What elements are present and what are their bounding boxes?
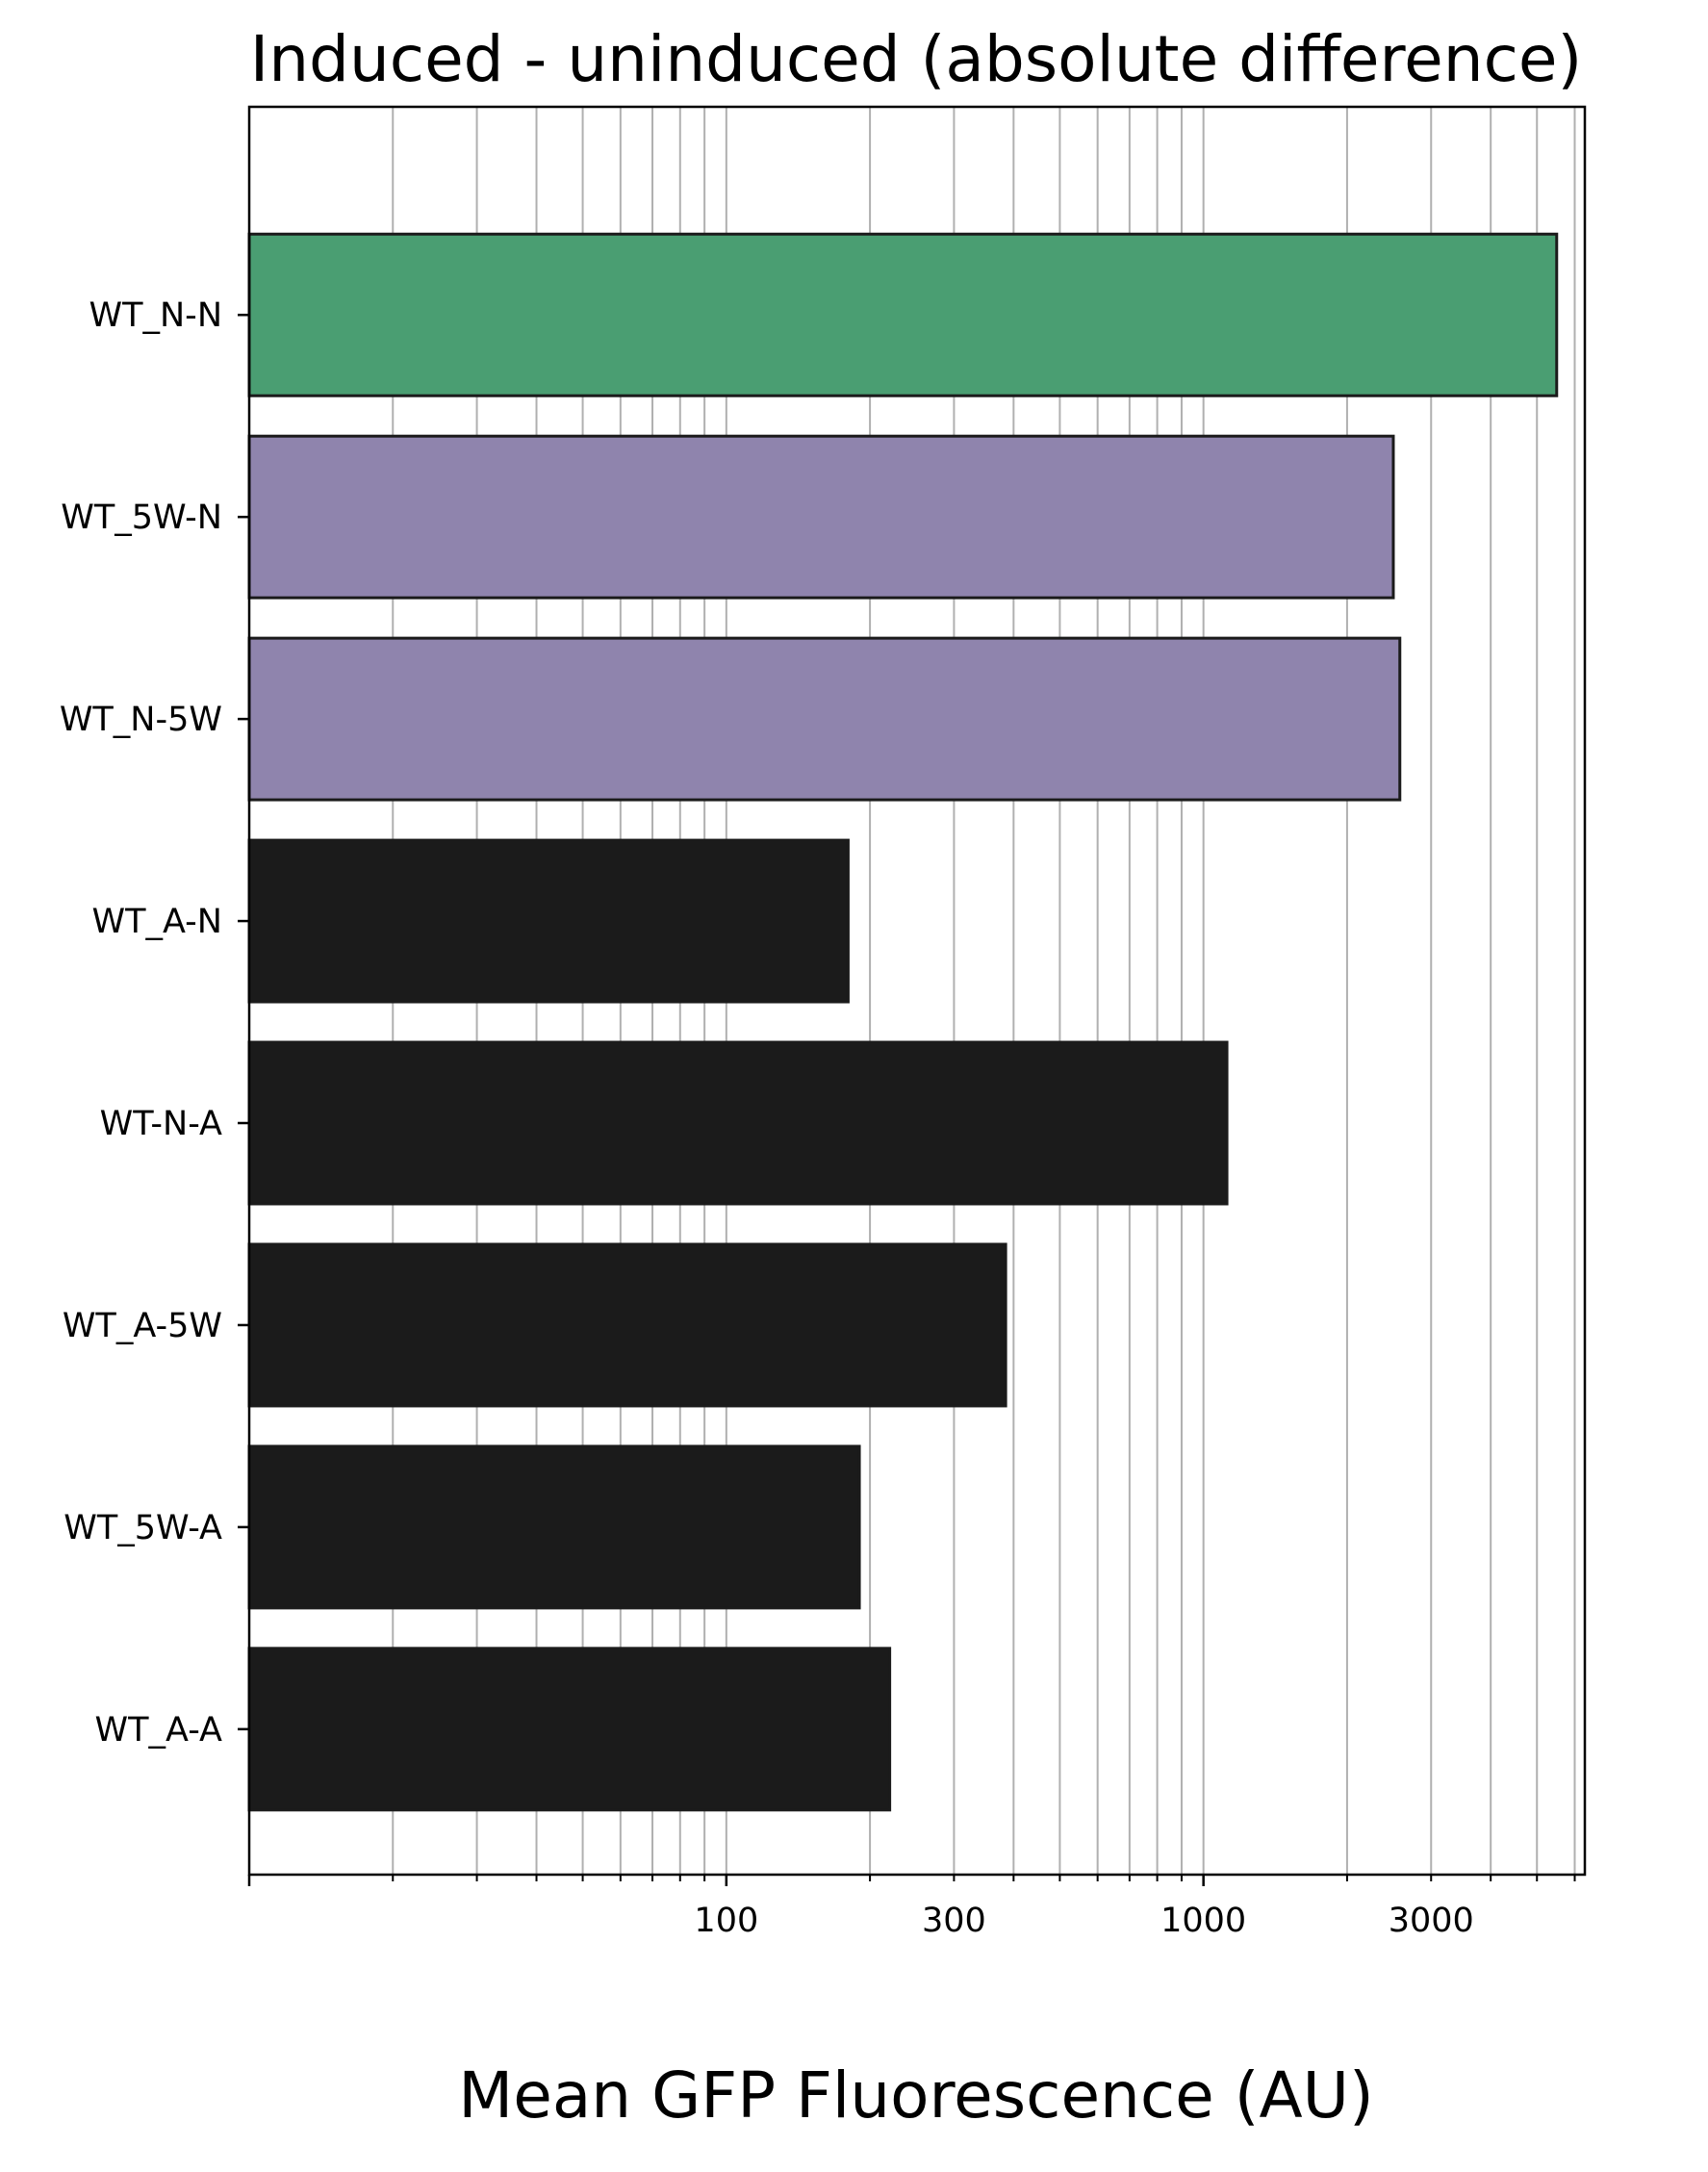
- bar: [247, 434, 1395, 600]
- x-tick-label: 3000: [1389, 1902, 1474, 1940]
- plot-frame: [247, 105, 1587, 1877]
- bar: [247, 232, 1559, 397]
- x-tick-label: 1000: [1160, 1902, 1246, 1940]
- x-tick-label: 300: [922, 1902, 986, 1940]
- bar: [247, 636, 1402, 802]
- y-tick-label: WT_5W-N: [61, 498, 222, 537]
- bar: [247, 1242, 1007, 1408]
- chart-title: Induced - uninduced (absolute difference…: [250, 22, 1582, 96]
- bar: [247, 838, 850, 1004]
- x-axis: 100 300 1000 3000: [247, 1875, 1576, 1940]
- y-tick-label: WT_A-N: [92, 903, 222, 941]
- bars: [247, 232, 1559, 1812]
- y-axis: WT_N-N WT_5W-N WT_N-5W WT_A-N WT-N-A WT_A-5W W…: [60, 296, 249, 1750]
- gridlines: [392, 107, 1576, 1875]
- bar: [247, 1040, 1229, 1206]
- x-axis-label: Mean GFP Fluorescence (AU): [458, 2058, 1373, 2133]
- y-tick-label: WT_N-5W: [60, 701, 222, 739]
- y-tick-label: WT-N-A: [100, 1105, 222, 1143]
- y-tick-label: WT_5W-A: [64, 1509, 222, 1547]
- bar: [247, 1444, 861, 1610]
- y-tick-label: WT_A-A: [95, 1711, 223, 1750]
- x-tick-label: 100: [694, 1902, 758, 1940]
- y-tick-label: WT_N-N: [89, 296, 222, 335]
- y-tick-label: WT_A-5W: [63, 1307, 222, 1345]
- bar: [247, 1647, 892, 1812]
